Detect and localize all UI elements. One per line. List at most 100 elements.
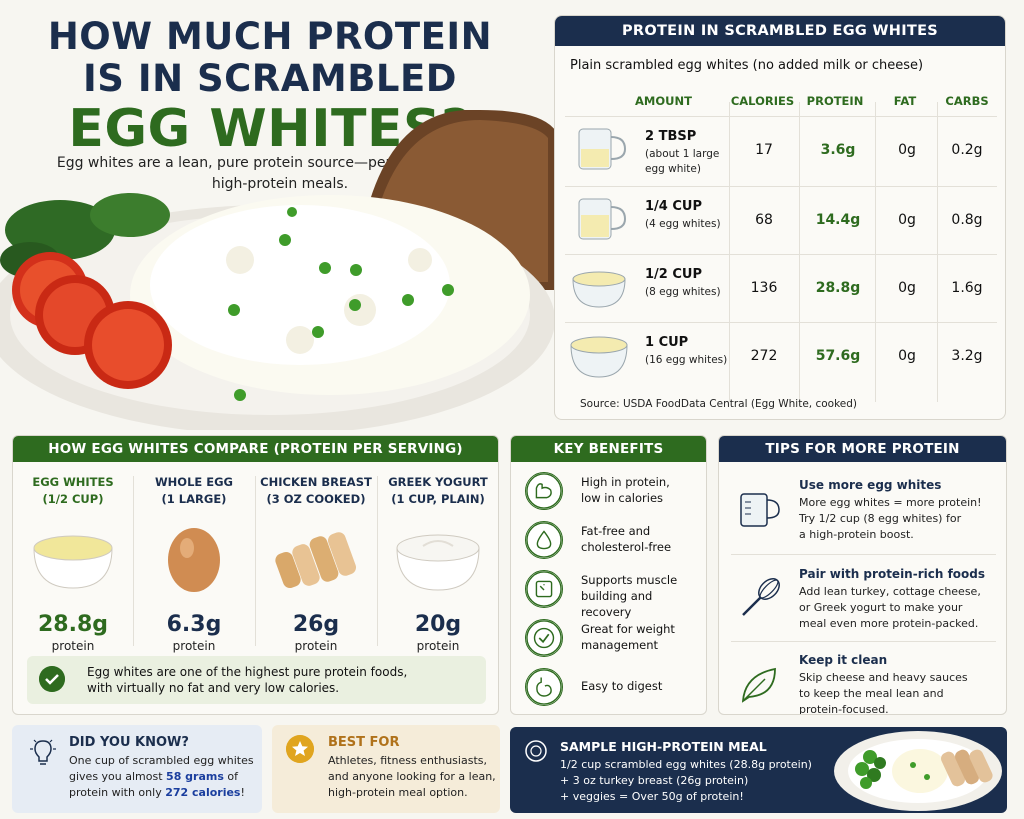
amount-label: 1/4 CUP — [645, 199, 702, 214]
benefit-text: Supports muscle building and recovery — [581, 573, 678, 619]
protein-table-header: AMOUNT CALORIES PROTEIN FAT CARBS — [555, 94, 1005, 114]
amount-detail: (4 egg whites) — [645, 218, 721, 230]
calories-value: 17 — [755, 142, 773, 158]
divider — [731, 554, 996, 555]
benefit-item: Easy to digest — [525, 666, 700, 710]
carbs-value: 0.8g — [951, 212, 983, 228]
tip-heading: Keep it clean — [799, 653, 888, 667]
tips-title: TIPS FOR MORE PROTEIN — [719, 436, 1006, 462]
benefit-item: High in protein, low in calories — [525, 470, 700, 514]
column-divider — [937, 102, 938, 402]
plate-icon — [525, 740, 547, 762]
carbs-value: 0.2g — [951, 142, 983, 158]
measuring-cup-icon — [578, 198, 627, 240]
check-circle-icon — [39, 666, 65, 692]
yogurt-bowl-icon — [396, 534, 480, 591]
benefit-text: Great for weight management — [581, 622, 675, 652]
bicep-icon — [525, 472, 563, 510]
comparison-title: HOW EGG WHITES COMPARE (PROTEIN PER SERV… — [13, 436, 498, 462]
meal-plate-image — [834, 731, 1002, 811]
benefit-text: Fat-free and cholesterol-free — [581, 524, 672, 554]
table-row: 2 TBSP (about 1 large egg white) 17 3.6g… — [565, 116, 997, 182]
column-divider — [875, 102, 876, 402]
did-you-know-body: One cup of scrambled egg whites gives yo… — [69, 754, 254, 799]
star-icon — [286, 735, 314, 763]
protein-value: 28.8g — [815, 280, 861, 296]
compare-unit: protein — [294, 639, 338, 653]
compare-value: 6.3g — [166, 612, 222, 637]
comparison-panel: HOW EGG WHITES COMPARE (PROTEIN PER SERV… — [12, 435, 499, 715]
tip-body: More egg whites = more protein! Try 1/2 c… — [799, 496, 982, 541]
benefit-item: Fat-free and cholesterol-free — [525, 519, 700, 563]
did-you-know-box: DID YOU KNOW? One cup of scrambled egg w… — [12, 725, 262, 813]
compare-unit: protein — [416, 639, 460, 653]
key-benefits-title: KEY BENEFITS — [511, 436, 706, 462]
amount-detail: (8 egg whites) — [645, 286, 721, 298]
divider — [731, 641, 996, 642]
tip-body: Add lean turkey, cottage cheese, or Greek… — [799, 585, 981, 630]
benefit-text: High in protein, low in calories — [581, 475, 670, 505]
bowl-icon — [572, 271, 626, 308]
compare-item-name: GREEK YOGURT (1 CUP, PLAIN) — [388, 475, 488, 506]
key-benefits-panel: KEY BENEFITS High in protein, low in calo… — [510, 435, 707, 715]
scale-icon — [525, 570, 563, 608]
compare-item-name: CHICKEN BREAST (3 OZ COOKED) — [260, 475, 372, 506]
divider — [133, 476, 134, 646]
compare-item-name: WHOLE EGG (1 LARGE) — [154, 475, 233, 506]
benefit-item: Great for weight management — [525, 617, 700, 661]
tip-heading: Pair with protein-rich foods — [799, 567, 986, 581]
divider — [377, 476, 378, 646]
fat-value: 0g — [898, 348, 916, 364]
lightbulb-icon — [30, 739, 56, 765]
sample-meal-body: 1/2 cup scrambled egg whites (28.8g prot… — [560, 758, 812, 803]
protein-table-subtitle: Plain scrambled egg whites (no added mil… — [570, 58, 924, 73]
measuring-cup-icon — [740, 493, 780, 527]
column-divider — [799, 102, 800, 402]
divider — [255, 476, 256, 646]
check-icon — [525, 619, 563, 657]
amount-label: 2 TBSP — [645, 129, 697, 144]
table-source: Source: USDA FoodData Central (Egg White… — [580, 398, 858, 410]
protein-value: 14.4g — [815, 212, 861, 228]
compare-item-egg-whites: EGG WHITES (1/2 CUP) 28.8g protein — [13, 470, 133, 653]
tips-panel: TIPS FOR MORE PROTEIN Use more egg white… — [718, 435, 1007, 715]
protein-table-title: PROTEIN IN SCRAMBLED EGG WHITES — [555, 16, 1005, 46]
table-row: 1 CUP (16 egg whites) 272 57.6g 0g 3.2g — [565, 322, 997, 388]
did-you-know-title: DID YOU KNOW? — [69, 735, 189, 750]
whole-egg-icon — [168, 528, 220, 592]
bowl-icon — [570, 336, 628, 378]
drop-icon — [525, 521, 563, 559]
amount-detail: (about 1 large egg white) — [645, 148, 720, 175]
comparison-note: Egg whites are one of the highest pure p… — [27, 656, 486, 704]
protein-value: 3.6g — [820, 142, 856, 158]
table-row: 1/2 CUP (8 egg whites) 136 28.8g 0g 1.6g — [565, 254, 997, 320]
amount-label: 1/2 CUP — [645, 267, 702, 282]
col-fat: FAT — [893, 94, 917, 108]
tip-heading: Use more egg whites — [799, 478, 942, 492]
best-for-body: Athletes, fitness enthusiasts, and anyone… — [328, 754, 496, 799]
compare-value: 20g — [414, 612, 462, 637]
protein-value: 57.6g — [815, 348, 861, 364]
compare-unit: protein — [172, 639, 216, 653]
amount-label: 1 CUP — [645, 335, 689, 350]
compare-unit: protein — [51, 639, 95, 653]
calories-value: 136 — [750, 280, 778, 296]
scrambled-egg-plate-image — [0, 110, 555, 430]
sample-meal-title: SAMPLE HIGH-PROTEIN MEAL — [560, 739, 767, 754]
calories-value: 68 — [755, 212, 773, 228]
tip-body: Skip cheese and heavy sauces to keep the … — [799, 671, 968, 715]
col-protein: PROTEIN — [806, 94, 864, 108]
compare-item-whole-egg: WHOLE EGG (1 LARGE) 6.3g protein — [134, 470, 254, 653]
table-row: 1/4 CUP (4 egg whites) 68 14.4g 0g 0.8g — [565, 186, 997, 252]
leaf-icon — [741, 667, 776, 703]
fat-value: 0g — [898, 212, 916, 228]
carbs-value: 1.6g — [951, 280, 983, 296]
col-amount: AMOUNT — [635, 94, 692, 108]
measuring-cup-icon — [578, 128, 627, 170]
fat-value: 0g — [898, 142, 916, 158]
compare-item-name: EGG WHITES (1/2 CUP) — [32, 475, 114, 506]
best-for-title: BEST FOR — [328, 735, 400, 750]
benefit-text: Easy to digest — [581, 679, 663, 693]
protein-table: PROTEIN IN SCRAMBLED EGG WHITES Plain sc… — [554, 15, 1006, 420]
benefit-item: Supports muscle building and recovery — [525, 568, 700, 619]
